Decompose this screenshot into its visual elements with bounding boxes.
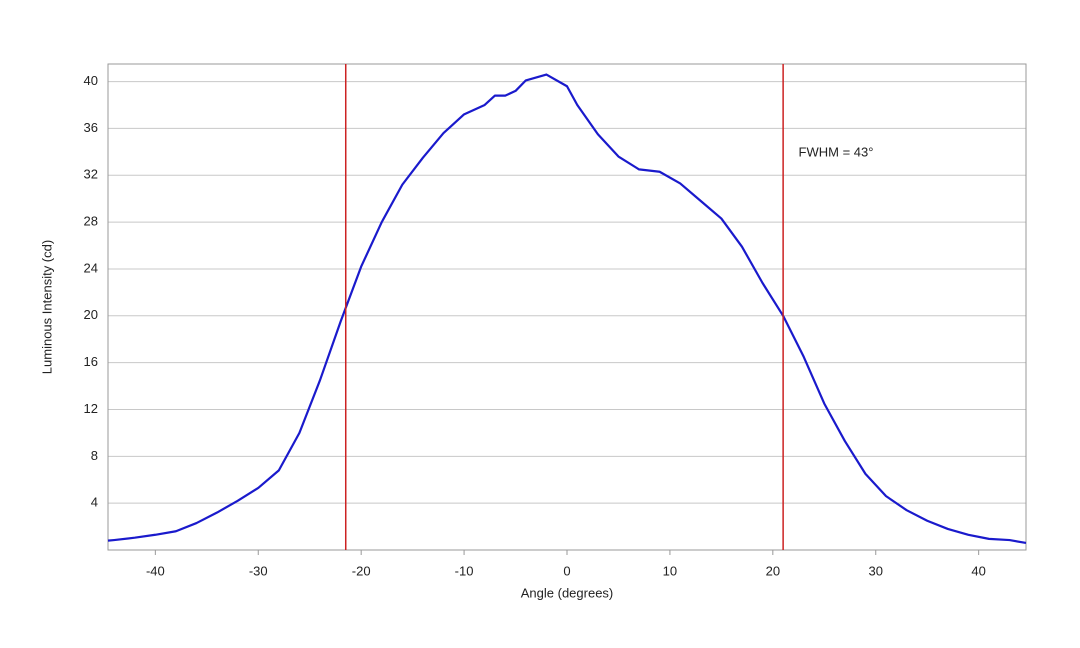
x-tick-label: 0	[563, 563, 570, 578]
x-tick-label: -10	[455, 563, 474, 578]
y-tick-label: 12	[84, 401, 98, 416]
x-tick-label: 30	[869, 563, 883, 578]
y-tick-label: 28	[84, 214, 98, 229]
x-tick-label: -30	[249, 563, 268, 578]
y-tick-label: 24	[84, 260, 98, 275]
annotation: FWHM = 43°	[799, 144, 874, 159]
y-axis-label: Luminous Intensity (cd)	[39, 240, 54, 374]
y-tick-label: 8	[91, 448, 98, 463]
y-tick-label: 40	[84, 73, 98, 88]
y-tick-label: 32	[84, 167, 98, 182]
y-tick-label: 36	[84, 120, 98, 135]
data-line	[107, 73, 1027, 545]
y-tick-label: 4	[91, 495, 98, 510]
x-tick-label: 10	[663, 563, 677, 578]
y-tick-label: 20	[84, 307, 98, 322]
plot-frame	[107, 63, 1027, 551]
x-tick-label: -20	[352, 563, 371, 578]
y-tick-label: 16	[84, 354, 98, 369]
x-tick-label: -40	[146, 563, 165, 578]
x-tick-label: 40	[971, 563, 985, 578]
x-tick-label: 20	[766, 563, 780, 578]
x-axis-label: Angle (degrees)	[521, 585, 614, 600]
